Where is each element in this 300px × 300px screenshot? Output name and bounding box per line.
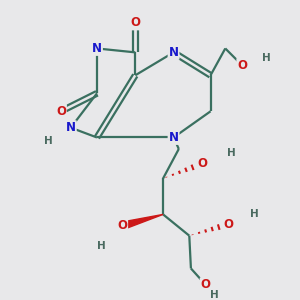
Text: H: H — [262, 53, 270, 63]
Text: O: O — [56, 105, 66, 118]
Text: H: H — [250, 209, 259, 219]
Text: N: N — [92, 42, 102, 55]
Polygon shape — [121, 214, 163, 230]
Text: H: H — [227, 148, 236, 158]
Text: N: N — [169, 131, 178, 144]
Text: O: O — [237, 59, 247, 72]
Text: H: H — [44, 136, 53, 146]
Text: O: O — [201, 278, 211, 291]
Text: N: N — [66, 121, 76, 134]
Text: O: O — [197, 157, 207, 170]
Text: N: N — [169, 46, 178, 59]
Text: O: O — [117, 219, 127, 232]
Text: H: H — [210, 290, 219, 300]
Text: O: O — [130, 16, 140, 29]
Text: H: H — [97, 241, 106, 250]
Text: O: O — [224, 218, 234, 231]
